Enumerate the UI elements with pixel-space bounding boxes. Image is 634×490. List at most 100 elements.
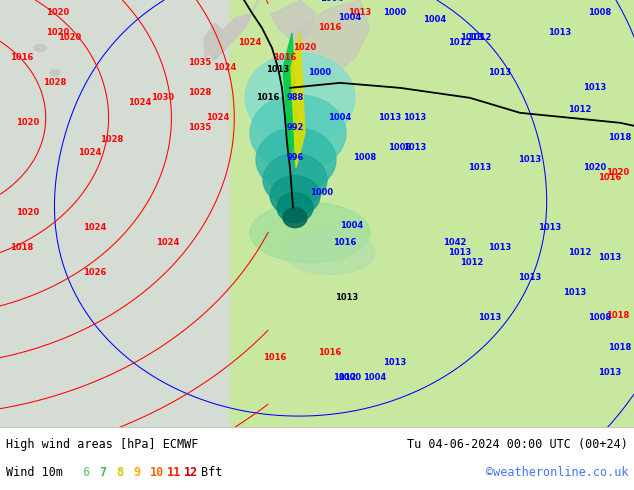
Text: 1024: 1024 — [128, 98, 152, 107]
Text: 1035: 1035 — [188, 58, 212, 68]
Text: 1008: 1008 — [588, 313, 612, 322]
Ellipse shape — [256, 128, 336, 192]
Polygon shape — [230, 0, 634, 427]
Ellipse shape — [250, 203, 370, 263]
Text: 1012: 1012 — [568, 105, 592, 114]
Text: 992: 992 — [287, 123, 304, 132]
Text: 1012: 1012 — [469, 33, 492, 43]
Polygon shape — [270, 0, 315, 43]
Polygon shape — [290, 0, 370, 78]
Text: 1024: 1024 — [157, 238, 179, 247]
Text: 1013: 1013 — [564, 288, 586, 297]
Text: 1020: 1020 — [46, 28, 70, 37]
Polygon shape — [204, 23, 222, 58]
Text: 1013: 1013 — [598, 253, 621, 262]
Text: 1013: 1013 — [448, 248, 472, 257]
Text: 988: 988 — [287, 93, 304, 102]
Text: 1000: 1000 — [308, 69, 332, 77]
Ellipse shape — [285, 231, 375, 274]
Text: 1016: 1016 — [333, 238, 357, 247]
Text: Bft: Bft — [201, 466, 223, 479]
Text: 1024: 1024 — [238, 38, 262, 48]
Text: 1013: 1013 — [519, 273, 541, 282]
Text: 1004: 1004 — [424, 16, 446, 24]
Text: 11: 11 — [167, 466, 181, 479]
Text: Wind 10m: Wind 10m — [6, 466, 63, 479]
Text: 1016: 1016 — [318, 348, 342, 357]
Text: 1013: 1013 — [335, 293, 359, 302]
Text: 1016: 1016 — [273, 53, 297, 62]
Polygon shape — [210, 0, 258, 60]
Text: 7: 7 — [99, 466, 106, 479]
Text: 1013: 1013 — [378, 113, 401, 122]
Ellipse shape — [34, 45, 46, 51]
Text: 1024: 1024 — [83, 223, 107, 232]
Text: 1012: 1012 — [333, 373, 357, 382]
Text: 1028: 1028 — [188, 88, 212, 98]
Ellipse shape — [245, 53, 355, 143]
Text: 1024: 1024 — [213, 63, 236, 73]
Text: 1008: 1008 — [389, 143, 411, 152]
Text: 1004: 1004 — [339, 13, 361, 23]
Text: 1004: 1004 — [320, 0, 344, 2]
Text: 1013: 1013 — [583, 83, 607, 92]
Text: 1018: 1018 — [10, 243, 34, 252]
Text: 1004: 1004 — [363, 373, 387, 382]
Ellipse shape — [283, 208, 307, 228]
Text: 996: 996 — [287, 153, 304, 162]
Text: 6: 6 — [82, 466, 89, 479]
Text: 1020: 1020 — [16, 208, 39, 217]
Text: 1018: 1018 — [606, 311, 630, 320]
Text: 1020: 1020 — [606, 168, 630, 177]
Text: 1026: 1026 — [83, 268, 107, 277]
Text: 1016: 1016 — [318, 24, 342, 32]
Text: 1013: 1013 — [266, 65, 290, 74]
Text: 1013: 1013 — [384, 358, 406, 367]
Text: 1008: 1008 — [353, 153, 377, 162]
Ellipse shape — [50, 70, 60, 76]
Text: 1016: 1016 — [10, 53, 34, 62]
Text: 1035: 1035 — [188, 123, 212, 132]
Text: 1013: 1013 — [519, 155, 541, 164]
Text: 1013: 1013 — [488, 69, 512, 77]
Text: 1000: 1000 — [384, 8, 406, 18]
Text: 1013: 1013 — [403, 113, 427, 122]
Text: 1030: 1030 — [152, 93, 174, 102]
Text: 1008: 1008 — [588, 8, 612, 18]
Text: 1013: 1013 — [469, 163, 491, 172]
Text: 1020: 1020 — [294, 44, 316, 52]
Text: 1013: 1013 — [488, 243, 512, 252]
Text: 1012: 1012 — [448, 38, 472, 48]
Text: 1016: 1016 — [256, 93, 280, 102]
Text: 1012: 1012 — [568, 248, 592, 257]
Text: 1004: 1004 — [328, 113, 352, 122]
Ellipse shape — [263, 154, 327, 206]
Text: 1020: 1020 — [583, 163, 607, 172]
Text: 9: 9 — [133, 466, 140, 479]
Text: 1024: 1024 — [79, 148, 101, 157]
Text: 1020: 1020 — [46, 8, 70, 18]
Text: 1028: 1028 — [100, 135, 124, 144]
Text: 1018: 1018 — [609, 133, 631, 142]
Text: 1018: 1018 — [609, 343, 631, 352]
Text: High wind areas [hPa] ECMWF: High wind areas [hPa] ECMWF — [6, 439, 198, 451]
Text: 1013: 1013 — [598, 368, 621, 377]
Text: 1016: 1016 — [598, 173, 622, 182]
Text: 1000: 1000 — [339, 373, 361, 382]
Text: 1004: 1004 — [340, 221, 364, 230]
Ellipse shape — [270, 176, 320, 216]
Text: 1012: 1012 — [460, 258, 484, 267]
Text: 12: 12 — [184, 466, 198, 479]
Text: ©weatheronline.co.uk: ©weatheronline.co.uk — [486, 466, 628, 479]
Polygon shape — [291, 33, 305, 168]
Text: 1013: 1013 — [479, 313, 501, 322]
Text: 1013: 1013 — [403, 143, 427, 152]
Text: Tu 04-06-2024 00:00 UTC (00+24): Tu 04-06-2024 00:00 UTC (00+24) — [407, 439, 628, 451]
Text: 1042: 1042 — [443, 238, 467, 247]
Text: 1013: 1013 — [460, 33, 484, 43]
Text: 1016: 1016 — [263, 353, 287, 362]
Ellipse shape — [277, 193, 313, 222]
Polygon shape — [283, 33, 297, 163]
Text: 1013: 1013 — [548, 28, 572, 37]
Text: 1020: 1020 — [16, 118, 39, 127]
